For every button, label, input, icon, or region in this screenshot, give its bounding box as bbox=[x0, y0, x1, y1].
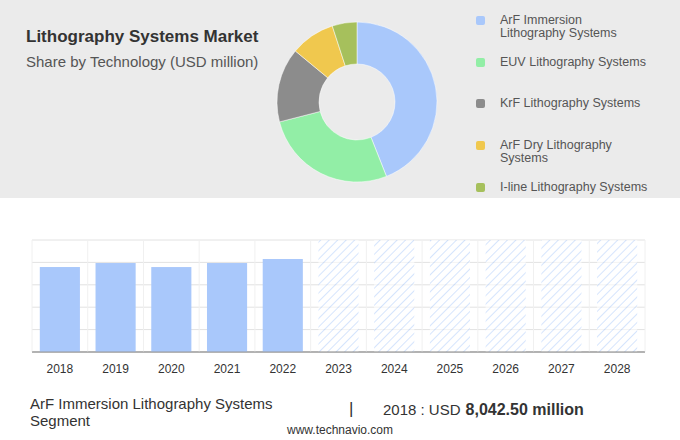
bar bbox=[96, 263, 136, 352]
legend-swatch bbox=[476, 58, 485, 67]
body-background bbox=[0, 198, 680, 440]
legend-swatch bbox=[476, 141, 485, 150]
source: www.technavio.com bbox=[0, 423, 680, 437]
header-background bbox=[0, 0, 680, 198]
grid-line-vertical bbox=[477, 240, 478, 352]
bar bbox=[263, 259, 303, 352]
grid-line-vertical bbox=[199, 240, 200, 352]
grid-line-vertical bbox=[645, 240, 646, 352]
x-tick-label: 2019 bbox=[102, 362, 129, 376]
bars bbox=[40, 240, 637, 352]
x-tick-label: 2027 bbox=[548, 362, 575, 376]
forecast-placeholder bbox=[541, 240, 581, 352]
legend-swatch bbox=[476, 99, 485, 108]
legend-swatch bbox=[476, 16, 485, 25]
grid-line-vertical bbox=[533, 240, 534, 352]
donut-slice bbox=[332, 22, 357, 66]
legend-label: KrF Lithography Systems bbox=[500, 97, 650, 110]
grid-line-vertical bbox=[32, 240, 33, 352]
legend-label: ArF Dry Lithography Systems bbox=[500, 139, 650, 165]
year-text: 2018 : USD bbox=[383, 401, 461, 418]
forecast-placeholder bbox=[597, 240, 637, 352]
forecast-placeholder bbox=[486, 240, 526, 352]
grid-line-vertical bbox=[366, 240, 367, 352]
grid-line-vertical bbox=[254, 240, 255, 352]
x-tick-label: 2024 bbox=[381, 362, 408, 376]
legend-label: EUV Lithography Systems bbox=[500, 56, 650, 69]
legend-label: I-line Lithography Systems bbox=[500, 181, 650, 194]
grid-line-vertical bbox=[422, 240, 423, 352]
grid-line-vertical bbox=[143, 240, 144, 352]
x-tick-label: 2028 bbox=[604, 362, 631, 376]
forecast-placeholder bbox=[430, 240, 470, 352]
grid-line-vertical bbox=[589, 240, 590, 352]
legend-label: ArF Immersion Lithography Systems bbox=[500, 14, 650, 40]
forecast-placeholder bbox=[374, 240, 414, 352]
x-tick-label: 2026 bbox=[492, 362, 519, 376]
separator: | bbox=[349, 399, 353, 419]
bar bbox=[40, 267, 80, 352]
grid-line-vertical bbox=[87, 240, 88, 352]
x-axis bbox=[32, 352, 645, 353]
legend-swatch bbox=[476, 183, 485, 192]
x-tick-label: 2023 bbox=[325, 362, 352, 376]
forecast-placeholder bbox=[318, 240, 358, 352]
x-tick-label: 2018 bbox=[47, 362, 74, 376]
grid-line bbox=[32, 352, 645, 353]
subtitle: Share by Technology (USD million) bbox=[26, 53, 258, 70]
segment-value: 2018 : USD 8,042.50 million bbox=[383, 401, 584, 419]
segment-label: ArF Immersion Lithography Systems Segmen… bbox=[30, 395, 305, 429]
bar bbox=[151, 267, 191, 352]
title: Lithography Systems Market bbox=[26, 27, 259, 46]
grid-line-vertical bbox=[310, 240, 311, 352]
bar bbox=[207, 263, 247, 352]
page: Lithography Systems Market Share by Techn… bbox=[0, 0, 680, 440]
x-tick-label: 2025 bbox=[437, 362, 464, 376]
x-tick-label: 2020 bbox=[158, 362, 185, 376]
x-tick-label: 2022 bbox=[269, 362, 296, 376]
donut-slice bbox=[280, 111, 387, 182]
value-text: 8,042.50 million bbox=[466, 401, 584, 418]
x-tick-label: 2021 bbox=[214, 362, 241, 376]
